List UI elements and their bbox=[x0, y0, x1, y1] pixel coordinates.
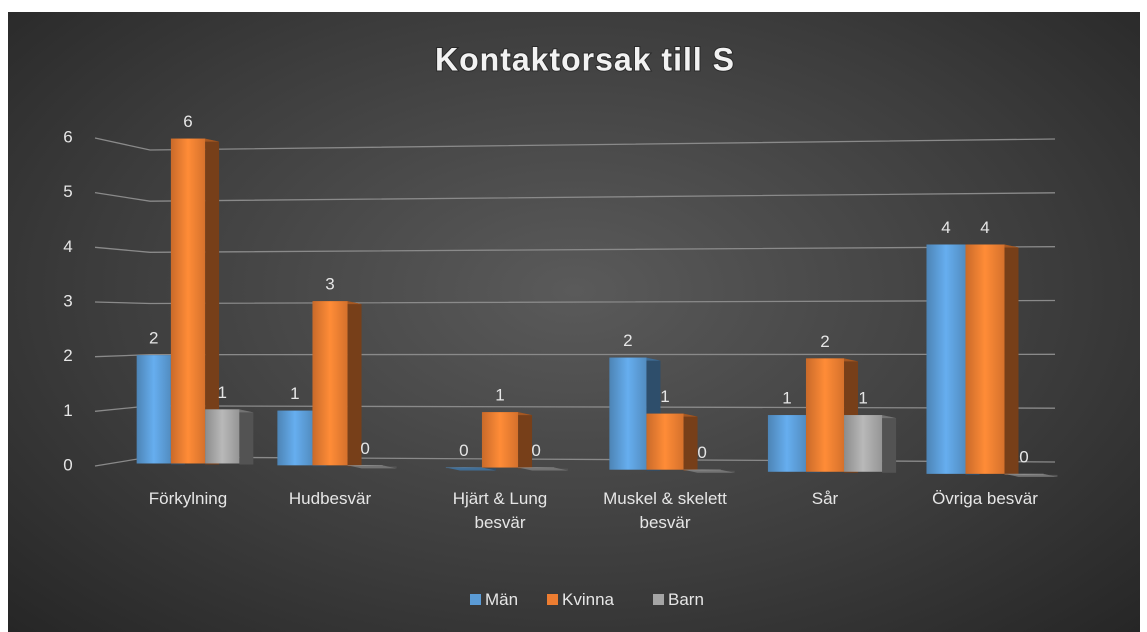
bar bbox=[805, 358, 845, 472]
bar bbox=[347, 465, 383, 466]
data-label: 2 bbox=[149, 329, 158, 348]
bar bbox=[312, 301, 348, 466]
legend-item: Kvinna bbox=[547, 590, 614, 610]
bar bbox=[1004, 473, 1044, 475]
grid-line bbox=[94, 137, 1056, 151]
bar bbox=[646, 413, 684, 470]
y-tick-label: 1 bbox=[63, 401, 72, 420]
data-label: 1 bbox=[858, 389, 867, 408]
bar bbox=[926, 244, 966, 474]
x-tick-label: Hjärt & Lung besvär bbox=[452, 489, 548, 532]
bar bbox=[136, 355, 171, 464]
data-label: 0 bbox=[459, 441, 468, 460]
data-label: 1 bbox=[660, 387, 669, 406]
bar-side bbox=[239, 409, 254, 465]
grid-line bbox=[94, 192, 1056, 202]
y-tick-label: 5 bbox=[63, 182, 72, 201]
x-tick-label: Hudbesvär bbox=[288, 489, 372, 508]
data-label: 1 bbox=[495, 386, 504, 405]
data-label: 4 bbox=[941, 218, 950, 237]
x-tick-label: Sår bbox=[811, 489, 839, 508]
x-tick-label: Muskel & skelett besvär bbox=[603, 489, 727, 532]
bar-top bbox=[1004, 473, 1058, 477]
legend-swatch bbox=[470, 594, 481, 605]
legend-swatch bbox=[547, 594, 558, 605]
bar bbox=[277, 410, 313, 466]
data-label: 2 bbox=[623, 331, 632, 350]
bar bbox=[445, 467, 482, 469]
data-label: 0 bbox=[360, 439, 369, 458]
y-tick-label: 3 bbox=[63, 291, 72, 310]
bar bbox=[965, 244, 1005, 474]
bar bbox=[518, 467, 555, 469]
bar-top bbox=[445, 467, 496, 471]
x-tick-label: Övriga besvär bbox=[932, 489, 1038, 508]
bar-side bbox=[1004, 244, 1019, 475]
bar bbox=[683, 469, 721, 471]
bar-top bbox=[347, 465, 397, 469]
legend-swatch bbox=[653, 594, 664, 605]
chart: Kontaktorsak till S 0 1 2 3 4 5 6 2 6 1 1 3 0 0 1 0 2 1 0 1… bbox=[63, 40, 1058, 477]
data-label: 0 bbox=[531, 441, 540, 460]
legend-item: Män bbox=[470, 590, 518, 610]
grid-line bbox=[94, 246, 1056, 253]
bar-side bbox=[882, 415, 897, 473]
y-tick-label: 0 bbox=[63, 455, 72, 474]
bar-top bbox=[518, 467, 569, 471]
bar-side bbox=[347, 301, 362, 467]
data-label: 6 bbox=[183, 112, 192, 131]
bar bbox=[844, 415, 883, 472]
data-label: 0 bbox=[697, 443, 706, 462]
y-tick-label: 6 bbox=[63, 127, 72, 146]
bar bbox=[609, 357, 647, 470]
bar bbox=[205, 409, 240, 464]
data-label: 0 bbox=[1019, 447, 1028, 466]
legend-label: Män bbox=[485, 590, 519, 609]
data-label: 1 bbox=[217, 383, 226, 402]
bar-side bbox=[518, 412, 533, 469]
data-label: 2 bbox=[820, 332, 829, 351]
bar bbox=[170, 138, 206, 464]
bar bbox=[767, 415, 806, 472]
data-label: 1 bbox=[782, 389, 791, 408]
x-tick-label: Förkylning bbox=[148, 489, 228, 508]
chart-area: Kontaktorsak till S 0 1 2 3 4 5 6 2 6 1 1 3 0 0 1 0 2 1 0 1… bbox=[8, 12, 1140, 632]
chart-title: Kontaktorsak till S bbox=[435, 41, 735, 77]
legend-label: Barn bbox=[668, 590, 704, 609]
bar-top bbox=[683, 469, 735, 473]
bar-side bbox=[683, 413, 698, 471]
bar-side bbox=[205, 138, 220, 465]
data-label: 4 bbox=[980, 218, 989, 237]
grid-line bbox=[94, 299, 1056, 305]
legend-label: Kvinna bbox=[562, 590, 614, 609]
grid-line bbox=[94, 353, 1056, 358]
bar bbox=[481, 412, 519, 468]
data-label: 1 bbox=[290, 384, 299, 403]
data-label: 3 bbox=[325, 275, 334, 294]
y-tick-label: 4 bbox=[63, 237, 72, 256]
y-tick-label: 2 bbox=[63, 346, 72, 365]
legend-item: Barn bbox=[653, 590, 704, 610]
